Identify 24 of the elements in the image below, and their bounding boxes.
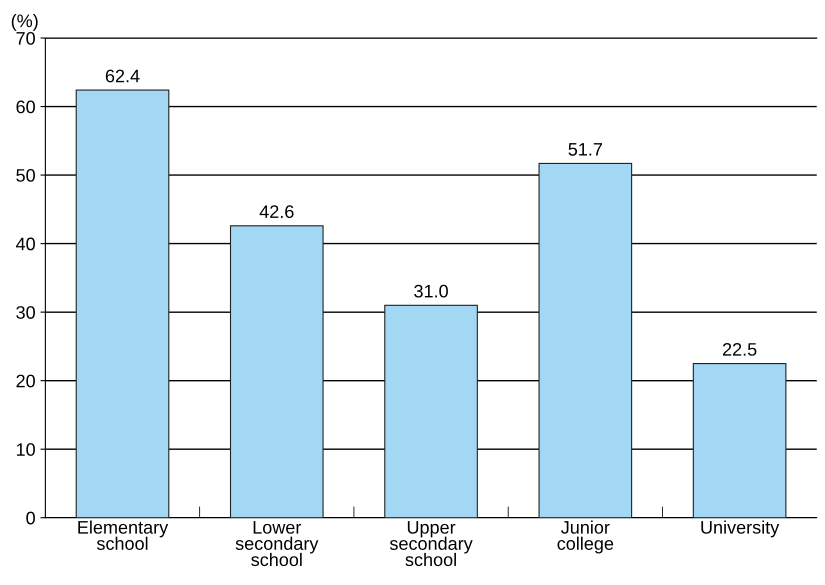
y-tick-label: 50 [16,169,35,182]
data-label: 62.4 [106,70,140,82]
x-tick-label: University [701,520,780,538]
y-tick-label: 60 [16,100,35,114]
data-label: 22.5 [722,343,756,356]
y-tick-label: 70 [16,32,35,45]
y-tick-label: 0 [26,512,35,524]
y-tick-label: 40 [16,238,35,250]
y-tick-label: 20 [16,374,35,388]
bar [230,225,324,518]
bar [384,304,478,518]
data-label: 51.7 [568,143,602,156]
bar [538,162,632,518]
bar [692,362,786,518]
x-tick-label: Lower secondary school [236,521,318,566]
x-tick-label: Junior college [558,520,614,554]
y-tick-label: 30 [16,306,35,319]
x-tick-label: Upper secondary school [390,521,473,566]
bar [76,90,170,518]
y-tick-label: 10 [16,443,35,456]
data-label: 31.0 [414,284,448,298]
x-tick-label: Elementary school [78,520,168,550]
data-label: 42.6 [260,205,294,218]
y-axis-title: (%) [12,14,38,31]
